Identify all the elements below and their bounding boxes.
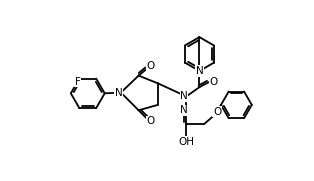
Text: O: O [147, 61, 155, 71]
Text: O: O [213, 107, 221, 117]
Text: N: N [196, 66, 203, 76]
Text: O: O [147, 116, 155, 126]
Text: N: N [115, 88, 122, 98]
Text: N: N [180, 91, 188, 101]
Text: O: O [209, 77, 217, 87]
Text: F: F [75, 77, 81, 87]
Text: N: N [180, 105, 188, 115]
Text: OH: OH [178, 137, 194, 147]
